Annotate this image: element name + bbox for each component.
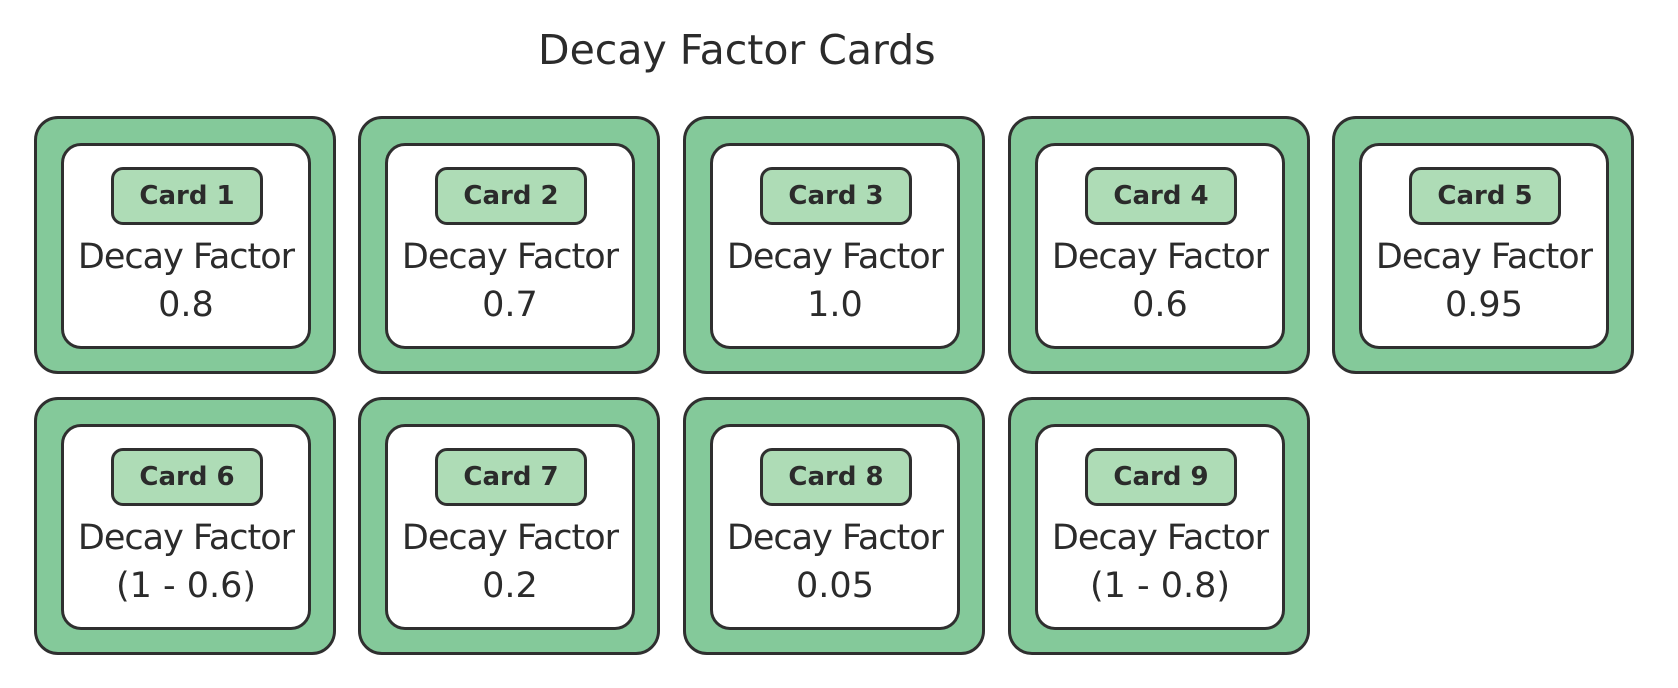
card-6: Card 6 Decay Factor (1 - 0.6) [34,397,336,655]
card-9-label: Decay Factor [1051,518,1269,558]
card-8: Card 8 Decay Factor 0.05 [683,397,985,655]
card-2-panel: Card 2 Decay Factor 0.7 [385,143,635,349]
card-9-value: (1 - 0.8) [1089,566,1231,606]
card-2-badge: Card 2 [435,167,587,225]
card-4-badge: Card 4 [1085,167,1237,225]
diagram-title: Decay Factor Cards [538,26,936,74]
card-1-panel: Card 1 Decay Factor 0.8 [61,143,311,349]
card-7-panel: Card 7 Decay Factor 0.2 [385,424,635,630]
card-6-value: (1 - 0.6) [115,566,257,606]
card-6-label: Decay Factor [77,518,295,558]
card-5-panel: Card 5 Decay Factor 0.95 [1359,143,1609,349]
card-3-label: Decay Factor [726,237,944,277]
card-1-value: 0.8 [158,285,214,325]
card-5: Card 5 Decay Factor 0.95 [1332,116,1634,374]
card-7: Card 7 Decay Factor 0.2 [358,397,660,655]
card-4-panel: Card 4 Decay Factor 0.6 [1035,143,1285,349]
card-5-badge: Card 5 [1409,167,1561,225]
card-7-label: Decay Factor [401,518,619,558]
card-9-panel: Card 9 Decay Factor (1 - 0.8) [1035,424,1285,630]
card-7-value: 0.2 [482,566,538,606]
card-1: Card 1 Decay Factor 0.8 [34,116,336,374]
card-3-badge: Card 3 [760,167,912,225]
card-1-badge: Card 1 [111,167,263,225]
card-2: Card 2 Decay Factor 0.7 [358,116,660,374]
card-1-label: Decay Factor [77,237,295,277]
card-8-panel: Card 8 Decay Factor 0.05 [710,424,960,630]
card-8-label: Decay Factor [726,518,944,558]
card-9-badge: Card 9 [1085,448,1237,506]
card-4: Card 4 Decay Factor 0.6 [1008,116,1310,374]
card-8-badge: Card 8 [760,448,912,506]
card-9: Card 9 Decay Factor (1 - 0.8) [1008,397,1310,655]
card-4-value: 0.6 [1132,285,1188,325]
card-5-label: Decay Factor [1375,237,1593,277]
card-6-panel: Card 6 Decay Factor (1 - 0.6) [61,424,311,630]
card-7-badge: Card 7 [435,448,587,506]
card-3: Card 3 Decay Factor 1.0 [683,116,985,374]
card-6-badge: Card 6 [111,448,263,506]
card-4-label: Decay Factor [1051,237,1269,277]
card-2-label: Decay Factor [401,237,619,277]
card-3-value: 1.0 [807,285,863,325]
card-3-panel: Card 3 Decay Factor 1.0 [710,143,960,349]
card-5-value: 0.95 [1445,285,1523,325]
card-2-value: 0.7 [482,285,538,325]
card-8-value: 0.05 [796,566,874,606]
